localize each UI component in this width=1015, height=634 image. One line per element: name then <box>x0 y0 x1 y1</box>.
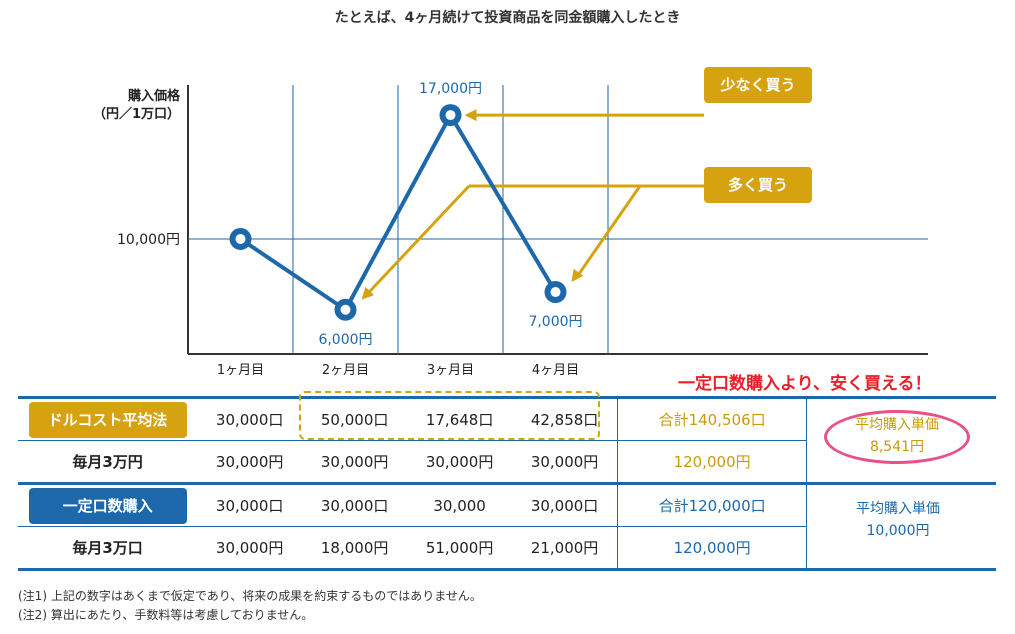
data-point-center <box>550 287 561 298</box>
dca-avg-price: 平均購入単価 8,541円 <box>824 414 970 458</box>
x-tick-label: 2ヶ月目 <box>322 363 369 378</box>
table-row: 毎月3万口 30,000円 18,000円 51,000円 21,000円 12… <box>18 526 996 571</box>
avg-price-cell <box>806 482 996 570</box>
table-cell: 30,000円 <box>215 453 284 471</box>
dca-sub-label: 毎月3万円 <box>72 453 143 471</box>
table-cell: 18,000円 <box>302 526 408 571</box>
price-line <box>239 113 558 312</box>
data-point-center <box>235 233 246 244</box>
total-units-cell: 合計120,000口 <box>617 482 807 527</box>
footnote-2: (注2) 算出にあたり、手数料等は考慮しておりません。 <box>18 608 314 622</box>
arrow-buy-more-head <box>361 286 375 300</box>
x-tick-label: 1ヶ月目 <box>217 363 264 378</box>
arrow-buy-more-branch <box>576 185 642 277</box>
dca-label: ドルコスト平均法 <box>28 401 187 438</box>
callout-buy-more: 多く買う <box>704 167 812 203</box>
total-units-cell: 合計140,506口 <box>617 396 807 441</box>
highlight-ellipse <box>824 410 970 464</box>
table-cell: 50,000口 <box>302 396 408 441</box>
arrow-buy-more-head <box>571 268 584 283</box>
fixed-sub-label: 毎月3万口 <box>72 539 143 557</box>
table-cell: 30,000口 <box>512 482 618 527</box>
table-cell: 51,000円 <box>407 526 513 571</box>
dca-avg-value: 8,541円 <box>869 439 925 455</box>
fixed-avg-label: 平均購入単価 <box>856 501 940 517</box>
footnote-1: (注1) 上記の数字はあくまで仮定であり、将来の成果を約束するものではありません… <box>18 589 482 603</box>
fixed-avg-value: 10,000円 <box>866 523 930 539</box>
data-label: 7,000円 <box>528 314 582 330</box>
table-cell: 30,000円 <box>320 453 389 471</box>
x-tick-label: 4ヶ月目 <box>532 363 579 378</box>
highlight-dashed-box <box>299 391 600 440</box>
x-tick-label: 3ヶ月目 <box>427 363 474 378</box>
fixed-avg-price: 平均購入単価 10,000円 <box>800 498 996 542</box>
data-point-center <box>445 110 456 121</box>
total-amount-cell: 120,000円 <box>617 526 807 571</box>
y-axis-label: 購入価格 <box>127 88 181 104</box>
table-cell: 30,000円 <box>425 453 494 471</box>
fixed-label: 一定口数購入 <box>28 487 187 524</box>
table-cell: 30,000口 <box>197 482 303 527</box>
table-cell: 21,000円 <box>512 526 618 571</box>
callout-buy-less: 少なく買う <box>704 67 812 103</box>
line-chart: 10,000円 購入価格 （円／1万口） 1ヶ月目 2ヶ月目 3ヶ月目 4ヶ月目 6,000円… <box>93 81 928 378</box>
table-cell: 30,000円 <box>197 526 303 571</box>
table-cell: 30,000 <box>407 482 513 527</box>
table-cell: 30,000円 <box>530 453 599 471</box>
arrow-buy-less-head <box>464 109 477 122</box>
chart-title: たとえば、4ヶ月続けて投資商品を同金額購入したとき <box>334 10 681 26</box>
data-label: 17,000円 <box>419 81 482 97</box>
table-cell: 30,000口 <box>197 396 303 441</box>
table-cell: 30,000口 <box>302 482 408 527</box>
y-tick-label: 10,000円 <box>117 232 180 248</box>
y-axis-label: （円／1万口） <box>93 106 180 122</box>
data-point-center <box>340 304 351 315</box>
headline: 一定口数購入より、安く買える！ <box>678 374 932 394</box>
total-amount-cell: 120,000円 <box>617 440 807 484</box>
table-row: 一定口数購入 30,000口 30,000口 30,000 30,000口 合計… <box>18 482 996 570</box>
dca-avg-label: 平均購入単価 <box>855 417 939 433</box>
table-row: 毎月3万円 30,000円 30,000円 30,000円 30,000円 12… <box>18 440 996 484</box>
table-cell: 17,648口 <box>407 396 513 441</box>
data-label: 6,000円 <box>318 332 372 348</box>
arrow-buy-more-branch <box>366 184 471 295</box>
